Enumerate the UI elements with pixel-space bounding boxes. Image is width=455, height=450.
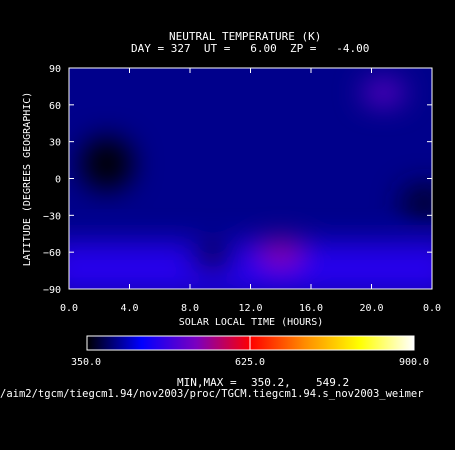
heatmap-feature bbox=[80, 137, 133, 190]
heatmap-feature bbox=[361, 80, 406, 105]
heatmap-feature bbox=[260, 238, 301, 267]
colorbar-max-label: 900.0 bbox=[399, 357, 429, 368]
chart-title: NEUTRAL TEMPERATURE (K) bbox=[169, 30, 322, 43]
x-tick-label: 4.0 bbox=[120, 303, 138, 314]
heatmap-feature bbox=[190, 244, 235, 273]
chart-subtitle: DAY = 327 UT = 6.00 ZP = -4.00 bbox=[131, 42, 370, 55]
y-axis-title: LATITUDE (DEGREES GEOGRAPHIC) bbox=[22, 92, 33, 267]
y-tick-label: 60 bbox=[49, 101, 61, 112]
y-tick-label: −30 bbox=[43, 211, 61, 222]
x-axis-title: SOLAR LOCAL TIME (HOURS) bbox=[179, 317, 324, 328]
x-axis: 0.0 4.0 8.0 12.0 16.0 20.0 0.0 bbox=[60, 68, 441, 314]
colorbar-min-label: 350.0 bbox=[71, 357, 101, 368]
max-value: 549.2 bbox=[316, 376, 350, 389]
colorbar-mid-label: 625.0 bbox=[235, 357, 265, 368]
southern-band bbox=[69, 242, 432, 289]
footer-path: /aim2/tgcm/tiegcm1.94/nov2003/proc/TGCM.… bbox=[0, 389, 424, 400]
y-tick-label: −90 bbox=[43, 285, 61, 296]
x-tick-label: 0.0 bbox=[60, 303, 78, 314]
y-tick-label: −60 bbox=[43, 248, 61, 259]
min-max-label: MIN,MAX = bbox=[177, 376, 237, 389]
y-tick-label: 30 bbox=[49, 138, 61, 149]
y-tick-label: 90 bbox=[49, 64, 61, 75]
x-tick-label: 12.0 bbox=[238, 303, 262, 314]
heatmap-feature bbox=[400, 185, 432, 222]
y-tick-label: 0 bbox=[55, 175, 61, 186]
x-tick-label: 20.0 bbox=[359, 303, 383, 314]
x-tick-label: 0.0 bbox=[423, 303, 441, 314]
x-tick-label: 8.0 bbox=[181, 303, 199, 314]
min-value: 350.2, bbox=[251, 376, 291, 389]
y-axis: −90 −60 −30 0 30 60 90 bbox=[43, 64, 432, 296]
x-tick-label: 16.0 bbox=[299, 303, 323, 314]
plot-area bbox=[69, 68, 432, 289]
